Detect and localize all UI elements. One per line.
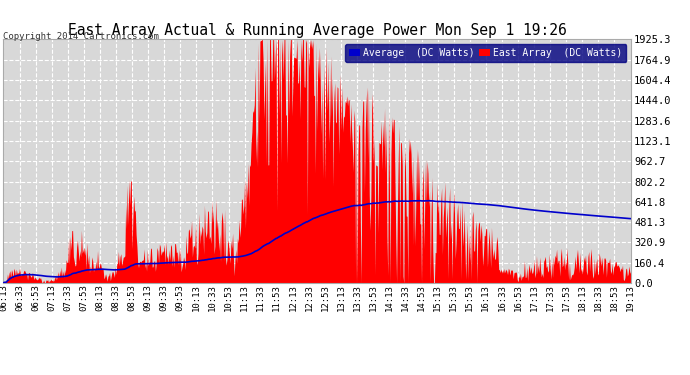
Legend: Average  (DC Watts), East Array  (DC Watts): Average (DC Watts), East Array (DC Watts… <box>345 44 627 62</box>
Title: East Array Actual & Running Average Power Mon Sep 1 19:26: East Array Actual & Running Average Powe… <box>68 23 566 38</box>
Text: Copyright 2014 Cartronics.com: Copyright 2014 Cartronics.com <box>3 32 159 41</box>
